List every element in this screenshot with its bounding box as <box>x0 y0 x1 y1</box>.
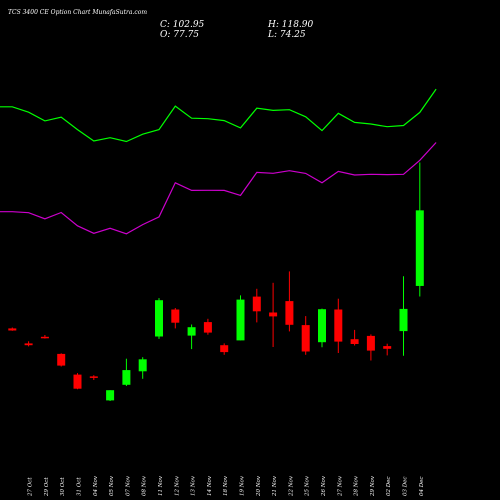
candle-body <box>138 359 147 372</box>
x-tick-label: 29 Nov <box>370 475 376 497</box>
candle-body <box>366 335 375 351</box>
x-tick-label: 04 Dec <box>419 477 425 497</box>
candle-body <box>106 390 115 401</box>
bands-layer <box>0 88 437 235</box>
candle-body <box>236 299 245 341</box>
x-tick-label: 08 Nov <box>142 475 148 496</box>
x-tick-label: 02 Dec <box>386 477 392 497</box>
high-value: H: 118.90 <box>268 20 314 30</box>
candle-body <box>399 308 408 332</box>
candle-body <box>8 328 17 331</box>
x-tick-label: 05 Nov <box>109 475 115 496</box>
x-tick-label: 27 Nov <box>337 475 343 497</box>
candle-body <box>383 346 392 349</box>
x-tick-label: 20 Nov <box>256 475 262 497</box>
x-tick-label: 30 Oct <box>60 477 66 496</box>
candle-body <box>24 343 33 346</box>
upper-band-line <box>0 88 437 143</box>
candle-body <box>269 312 278 317</box>
x-tick-label: 04 Nov <box>93 475 99 496</box>
x-tick-label: 07 Nov <box>125 475 131 496</box>
candle-body <box>285 301 294 325</box>
candle-body <box>155 300 163 337</box>
candle-body <box>122 370 131 385</box>
x-tick-label: 26 Nov <box>321 475 327 497</box>
open-value: O: 77.75 <box>160 30 200 40</box>
x-tick-label: 14 Nov <box>207 475 213 496</box>
candle-body <box>301 325 310 352</box>
x-tick-label: 22 Nov <box>288 475 294 497</box>
x-tick-label: 19 Nov <box>240 475 246 496</box>
x-tick-label: 11 Nov <box>158 475 164 496</box>
candle-body <box>350 339 359 344</box>
candle-body <box>252 296 261 312</box>
candle-body <box>415 210 424 286</box>
x-tick-label: 21 Nov <box>272 475 278 497</box>
x-tick-label: 13 Nov <box>191 475 197 496</box>
x-tick-label: 27 Oct <box>28 477 34 497</box>
candle-body <box>89 376 98 378</box>
candle-body <box>220 345 229 353</box>
candle-body <box>73 374 82 389</box>
chart-title: TCS 3400 CE Option Chart MunafaSutra.com <box>8 9 148 16</box>
candle-body <box>57 353 66 366</box>
x-tick-label: 31 Oct <box>77 477 83 496</box>
x-tick-label: 12 Nov <box>174 475 180 496</box>
x-tick-label: 25 Nov <box>305 475 311 497</box>
candle-body <box>187 327 196 336</box>
x-tick-label: 28 Nov <box>354 475 360 497</box>
lower-band-line <box>0 142 437 235</box>
x-tick-label: 03 Dec <box>403 477 409 497</box>
candle-body <box>171 309 180 323</box>
close-value: C: 102.95 <box>160 20 205 30</box>
x-axis-ticks: 27 Oct 29 Oct 30 Oct 31 Oct 04 Nov 05 Nov 07 N… <box>28 475 425 497</box>
candle-body <box>203 322 212 333</box>
low-value: L: 74.25 <box>268 30 306 40</box>
candle-body <box>40 336 49 339</box>
candle-body <box>318 309 326 343</box>
x-tick-label: 29 Oct <box>44 477 50 497</box>
candles-layer <box>8 162 424 401</box>
candle-body <box>334 309 343 342</box>
x-tick-label: 18 Nov <box>223 475 229 496</box>
